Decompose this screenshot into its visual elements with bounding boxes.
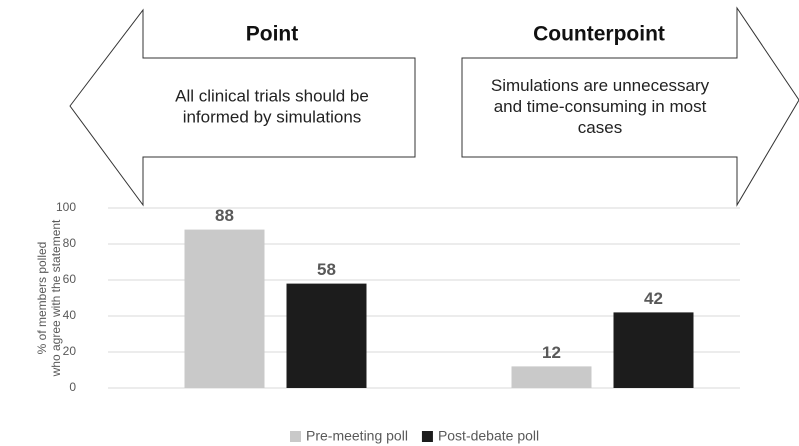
y-tick-label: 40 — [63, 308, 77, 322]
counterpoint-arrow — [461, 6, 799, 207]
point-heading: Point — [246, 23, 299, 46]
text-line: informed by simulations — [183, 108, 362, 127]
legend-label: Pre-meeting poll — [306, 428, 408, 444]
legend-swatch — [290, 431, 301, 442]
value-label: 58 — [317, 260, 336, 279]
text-line: cases — [578, 118, 622, 137]
y-axis-label: % of members polled who agree with the s… — [35, 219, 63, 377]
text-line: and time-consuming in most — [494, 97, 707, 116]
y-tick-label: 80 — [63, 236, 77, 250]
legend-label: Post-debate poll — [438, 428, 539, 444]
y-label-line: % of members polled — [35, 242, 49, 355]
bar — [286, 283, 367, 388]
counterpoint-heading: Counterpoint — [533, 23, 665, 46]
text-line: Simulations are unnecessary — [491, 76, 710, 95]
point-arrow — [69, 8, 416, 207]
value-label: 88 — [215, 206, 234, 225]
value-label: 42 — [644, 289, 663, 308]
legend-swatch — [421, 431, 433, 442]
bar — [511, 366, 592, 388]
bar — [613, 312, 694, 388]
y-tick-label: 20 — [63, 344, 77, 358]
y-tick-label: 60 — [63, 272, 77, 286]
arrow-text: Simulations are unnecessary and time-cons… — [491, 76, 710, 137]
y-label-line: who agree with the statement — [49, 219, 63, 377]
text-line: All clinical trials should be — [175, 87, 369, 106]
y-tick-label: 0 — [69, 380, 76, 394]
value-label: 12 — [542, 343, 561, 362]
bar — [184, 229, 265, 388]
y-tick-label: 100 — [56, 200, 76, 214]
arrow-text: All clinical trials should be informed by… — [175, 87, 369, 127]
